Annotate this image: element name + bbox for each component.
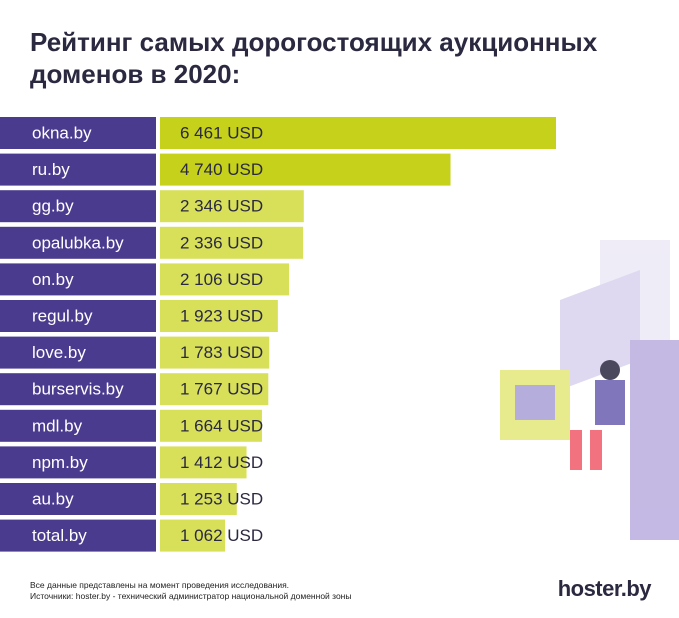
- bar: [160, 446, 247, 479]
- category-label: mdl.by: [32, 416, 83, 435]
- value-label: 2 106 USD: [180, 270, 263, 289]
- chart-title: Рейтинг самых дорогостоящих аукционных д…: [30, 27, 598, 89]
- bar: [160, 190, 304, 223]
- footnote: Все данные представлены на момент провед…: [30, 580, 290, 590]
- category-box: [0, 190, 156, 223]
- illustration: [500, 240, 679, 540]
- value-label: 1 062 USD: [180, 526, 263, 545]
- bar: [160, 263, 290, 296]
- value-label: 2 346 USD: [180, 197, 263, 216]
- category-box: [0, 373, 156, 406]
- category-label: ru.by: [32, 160, 70, 179]
- bar: [160, 336, 270, 369]
- category-box: [0, 519, 156, 552]
- value-label: 1 253 USD: [180, 489, 263, 508]
- value-label: 1 767 USD: [180, 380, 263, 399]
- category-label: love.by: [32, 343, 86, 362]
- value-label: 2 336 USD: [180, 233, 263, 252]
- category-box: [0, 409, 156, 442]
- bar: [160, 300, 278, 332]
- category-box: [0, 336, 156, 369]
- category-label: opalubka.by: [32, 233, 124, 252]
- category-label: gg.by: [32, 197, 74, 216]
- bar: [160, 409, 262, 442]
- logo: hoster.by: [557, 576, 652, 601]
- value-label: 1 923 USD: [180, 306, 263, 325]
- category-label: npm.by: [32, 453, 88, 472]
- category-label: burservis.by: [32, 380, 124, 399]
- category-box: [0, 446, 156, 479]
- category-label: total.by: [32, 526, 87, 545]
- category-box: [0, 117, 156, 149]
- bar: [160, 373, 269, 406]
- value-label: 1 412 USD: [180, 453, 263, 472]
- value-label: 6 461 USD: [180, 123, 263, 142]
- bar: [160, 519, 226, 552]
- footnote: Источники: hoster.by - технический админ…: [30, 591, 352, 601]
- category-box: [0, 226, 156, 259]
- category-label: regul.by: [32, 306, 93, 325]
- bar: [160, 117, 556, 149]
- value-label: 1 664 USD: [180, 416, 263, 435]
- bar: [160, 226, 304, 259]
- category-box: [0, 483, 156, 515]
- category-box: [0, 300, 156, 332]
- category-box: [0, 263, 156, 296]
- category-box: [0, 153, 156, 186]
- bar: [160, 153, 451, 186]
- category-label: okna.by: [32, 123, 92, 142]
- value-label: 1 783 USD: [180, 343, 263, 362]
- category-label: on.by: [32, 270, 74, 289]
- bar: [160, 483, 237, 515]
- category-label: au.by: [32, 489, 74, 508]
- value-label: 4 740 USD: [180, 160, 263, 179]
